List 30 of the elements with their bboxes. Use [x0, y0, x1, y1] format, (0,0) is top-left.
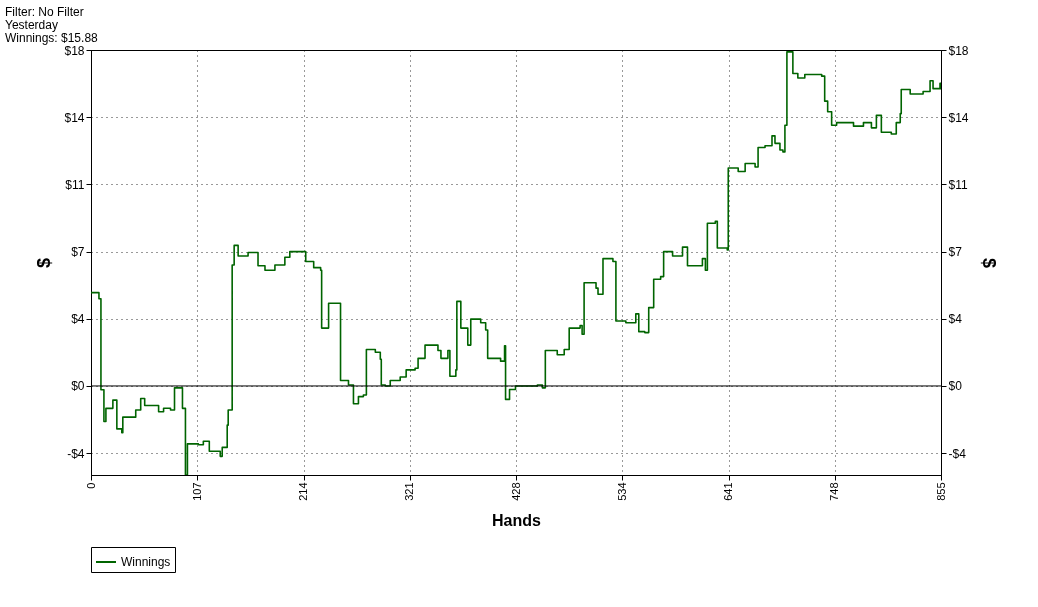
x-axis-title: Hands [492, 511, 542, 529]
x-tick-label: 641 [722, 482, 734, 501]
y2-axis-title: $ [978, 257, 999, 269]
x-tick-label: 748 [828, 482, 841, 501]
text: Yesterday [5, 17, 58, 32]
y2-tick-label: $4 [948, 312, 963, 327]
y-tick-label: -$4 [67, 446, 85, 461]
x-tick-label: 428 [509, 482, 522, 501]
y2-tick-label: $11 [948, 177, 968, 192]
text: Filter: No Filter [5, 4, 84, 19]
text: Winnings: $15.88 [5, 30, 99, 45]
y2-tick-label: $7 [948, 245, 963, 260]
y-tick-label: $7 [71, 245, 85, 260]
y-tick-label: $4 [71, 312, 85, 327]
y-tick-label: $18 [64, 43, 85, 58]
x-tick-label: 0 [84, 482, 97, 489]
legend-label: Winnings [121, 555, 171, 569]
x-tick-label: 534 [615, 482, 628, 501]
y2-tick-label: $18 [948, 43, 969, 58]
y-tick-label: $0 [71, 379, 85, 394]
y2-tick-label: $0 [948, 379, 963, 394]
y2-tick-label: $14 [948, 110, 969, 125]
y-axis-title: $ [34, 257, 55, 269]
x-tick-label: 321 [403, 482, 416, 501]
x-tick-label: 107 [190, 482, 203, 501]
y-tick-label: $11 [65, 177, 85, 192]
y2-tick-label: -$4 [948, 446, 967, 461]
x-tick-label: 855 [934, 482, 947, 501]
y-tick-label: $14 [64, 110, 85, 125]
x-tick-label: 214 [297, 482, 309, 501]
